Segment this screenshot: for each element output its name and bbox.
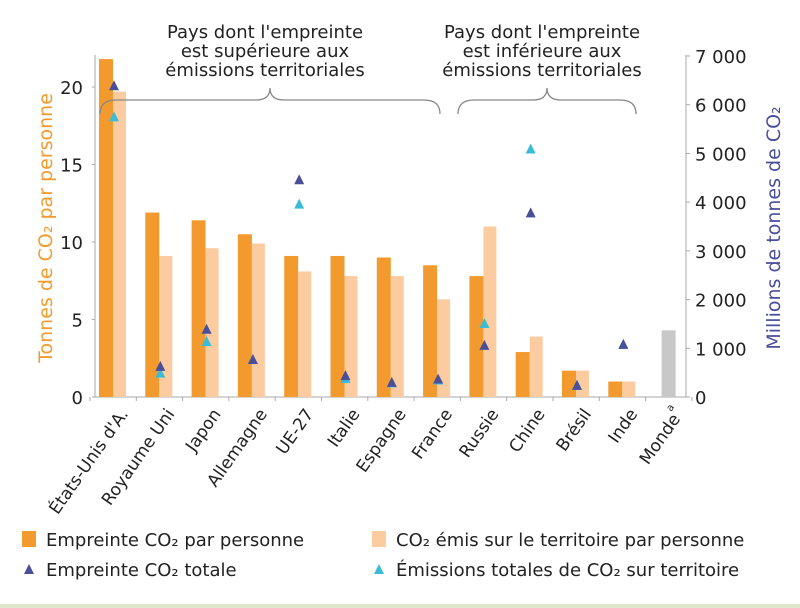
marker-empreinte-totale <box>155 360 166 371</box>
bar-empreinte-par-personne <box>469 276 484 397</box>
marker-empreinte-totale <box>201 323 212 334</box>
annotation-text: émissions territoriales <box>442 60 641 81</box>
marker-emissions-totales <box>294 198 305 209</box>
annotation-brace <box>99 87 441 115</box>
annotation-text: est supérieure aux <box>181 41 350 62</box>
right-tick-label: 3 000 <box>695 242 747 263</box>
right-tick-label: 1 000 <box>695 339 747 360</box>
annotation-text: est inférieure aux <box>463 41 622 62</box>
x-tick-label: Chine <box>505 405 549 456</box>
bar-territoire-par-personne <box>390 276 404 397</box>
bar-empreinte-par-personne <box>99 59 113 397</box>
annotation-text: émissions territoriales <box>165 60 364 81</box>
marker-empreinte-totale <box>572 379 582 390</box>
right-tick-label: 5 000 <box>695 144 747 165</box>
legend-label: Émissions totales de CO₂ sur territoire <box>396 559 739 581</box>
legend-triangle-icon <box>374 564 384 574</box>
x-tick-label: France <box>408 405 457 463</box>
legend-swatch <box>372 531 386 547</box>
marker-empreinte-totale <box>109 80 119 91</box>
bar-empreinte-par-personne <box>330 255 345 397</box>
right-axis-label: Millions de tonnes de CO₂ <box>763 106 785 349</box>
bar-empreinte-par-personne <box>145 212 160 397</box>
bar-monde <box>661 330 676 397</box>
left-tick-label: 5 <box>72 311 83 332</box>
legend-label: Empreinte CO₂ par personne <box>46 530 304 551</box>
annotation-text: Pays dont l'empreinte <box>167 22 363 43</box>
x-tick-label: Brésil <box>553 405 596 455</box>
x-tick-label: Japon <box>181 405 225 456</box>
legend-triangle-icon <box>24 564 34 574</box>
left-tick-label: 0 <box>72 388 83 409</box>
bar-territoire-par-personne <box>483 226 497 397</box>
marker-empreinte-totale <box>618 338 629 349</box>
marker-empreinte-totale <box>479 339 490 350</box>
left-tick-label: 15 <box>60 156 83 177</box>
right-tick-label: 6 000 <box>695 96 747 117</box>
right-tick-label: 2 000 <box>695 291 747 312</box>
marker-empreinte-totale <box>247 354 258 365</box>
left-axis-label: Tonnes de CO₂ par personne <box>35 93 57 364</box>
x-tick-label: Mondea <box>632 403 688 469</box>
right-tick-label: 0 <box>695 388 706 409</box>
bar-territoire-par-personne <box>113 91 126 398</box>
bar-territoire-par-personne <box>437 299 451 397</box>
legend-label: Empreinte CO₂ totale <box>46 560 237 581</box>
bar-territoire-par-personne <box>205 248 219 397</box>
bar-territoire-par-personne <box>622 381 636 397</box>
left-tick-label: 20 <box>60 78 83 99</box>
bar-territoire-par-personne <box>298 271 312 397</box>
bar-empreinte-par-personne <box>284 255 299 397</box>
annotation-text: Pays dont l'empreinte <box>444 22 640 43</box>
x-tick-label: Italie <box>324 405 364 451</box>
bar-empreinte-par-personne <box>515 352 530 397</box>
bar-territoire-par-personne <box>344 276 358 397</box>
x-tick-label: UE-27 <box>273 405 319 458</box>
legend-swatch <box>22 531 36 547</box>
right-tick-label: 7 000 <box>695 47 747 68</box>
marker-emissions-totales <box>479 317 490 328</box>
bar-empreinte-par-personne <box>562 370 576 397</box>
left-tick-label: 10 <box>60 233 83 254</box>
marker-empreinte-totale <box>294 174 305 185</box>
bar-empreinte-par-personne <box>423 265 438 397</box>
marker-emissions-totales <box>155 367 166 378</box>
marker-empreinte-totale <box>525 207 536 218</box>
bar-empreinte-par-personne <box>237 234 252 397</box>
bar-territoire-par-personne <box>529 336 543 397</box>
bar-empreinte-par-personne <box>608 381 623 397</box>
bottom-border <box>0 604 800 608</box>
marker-empreinte-totale <box>340 370 351 381</box>
marker-empreinte-totale <box>386 376 397 387</box>
bar-empreinte-par-personne <box>376 257 391 397</box>
annotation-brace <box>457 87 637 115</box>
bar-territoire-par-personne <box>576 370 589 397</box>
marker-emissions-totales <box>109 111 119 122</box>
marker-emissions-totales <box>201 335 212 346</box>
bar-territoire-par-personne <box>251 243 265 397</box>
marker-emissions-totales <box>525 143 536 154</box>
bar-territoire-par-personne <box>159 255 173 397</box>
bar-empreinte-par-personne <box>191 220 206 397</box>
right-tick-label: 4 000 <box>695 193 747 214</box>
x-tick-label: Russie <box>456 405 504 461</box>
x-tick-label: Inde <box>605 405 643 447</box>
marker-empreinte-totale <box>433 373 444 384</box>
legend-label: CO₂ émis sur le territoire par personne <box>396 530 744 551</box>
